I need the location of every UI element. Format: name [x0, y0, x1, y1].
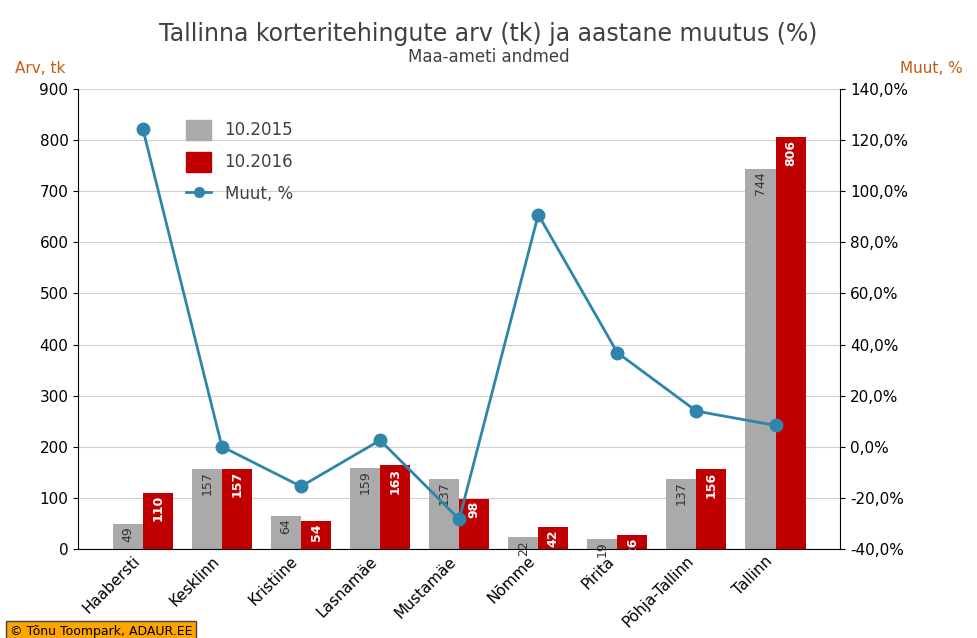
Text: 22: 22: [517, 540, 530, 556]
Text: 64: 64: [279, 519, 292, 534]
Text: © Tõnu Toompark, ADAUR.EE: © Tõnu Toompark, ADAUR.EE: [10, 625, 192, 638]
Legend: 10.2015, 10.2016, Muut, %: 10.2015, 10.2016, Muut, %: [178, 112, 302, 212]
Text: 163: 163: [389, 468, 402, 494]
Bar: [666, 478, 697, 549]
Text: 54: 54: [310, 524, 322, 541]
Text: 42: 42: [547, 530, 560, 547]
Bar: [143, 493, 173, 549]
Text: 157: 157: [231, 471, 243, 498]
Text: 137: 137: [675, 481, 688, 505]
Bar: [301, 521, 331, 549]
Text: 110: 110: [151, 495, 164, 521]
Text: 744: 744: [754, 172, 767, 195]
Text: 19: 19: [596, 542, 609, 557]
Text: 98: 98: [468, 501, 481, 519]
Bar: [112, 524, 143, 549]
Text: 159: 159: [359, 470, 371, 494]
Text: Arv, tk: Arv, tk: [15, 61, 65, 76]
Bar: [191, 468, 222, 549]
Bar: [697, 469, 727, 549]
Bar: [459, 499, 489, 549]
Text: 49: 49: [121, 526, 134, 542]
Text: Tallinna korteritehingute arv (tk) ja aastane muutus (%): Tallinna korteritehingute arv (tk) ja aa…: [159, 22, 818, 47]
Bar: [587, 539, 617, 549]
Bar: [538, 527, 569, 549]
Text: 157: 157: [200, 471, 213, 495]
Bar: [222, 468, 252, 549]
Bar: [617, 535, 648, 549]
Bar: [429, 478, 459, 549]
Text: 137: 137: [438, 481, 450, 505]
Bar: [271, 516, 301, 549]
Bar: [350, 468, 380, 549]
Bar: [776, 137, 806, 549]
Text: 26: 26: [626, 538, 639, 555]
Text: Muut, %: Muut, %: [900, 61, 962, 76]
Bar: [508, 537, 538, 549]
Bar: [380, 466, 410, 549]
Text: Maa-ameti andmed: Maa-ameti andmed: [407, 48, 570, 66]
Text: 806: 806: [785, 140, 797, 166]
Bar: [745, 169, 776, 549]
Text: 156: 156: [705, 471, 718, 498]
